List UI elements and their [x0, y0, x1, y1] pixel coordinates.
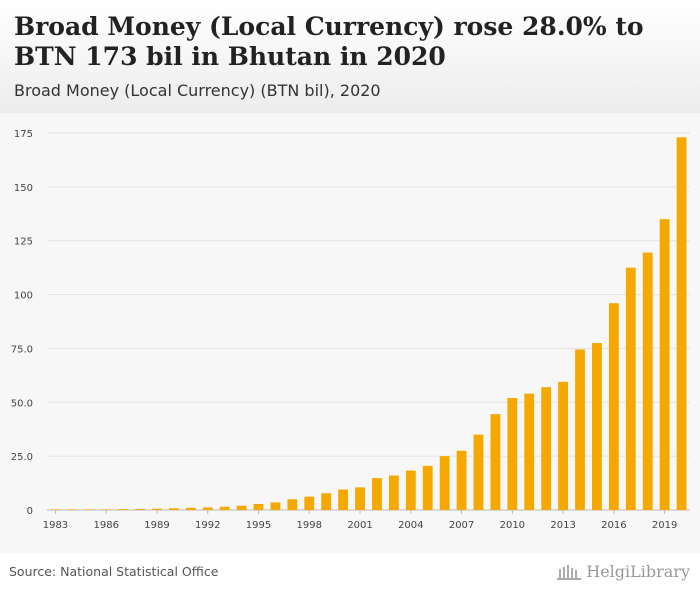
- bar: [642, 252, 653, 510]
- bar: [541, 387, 552, 510]
- bar: [608, 303, 619, 510]
- y-tick-label: 100: [14, 291, 33, 302]
- library-building-icon: [557, 564, 582, 580]
- bar: [558, 381, 568, 510]
- x-tick-label: 2007: [449, 520, 474, 531]
- bar: [321, 493, 332, 510]
- bar: [355, 487, 365, 510]
- page-title: Broad Money (Local Currency) rose 28.0% …: [14, 12, 644, 71]
- bar: [287, 499, 298, 510]
- bar: [422, 465, 433, 510]
- x-tick-label: 2010: [500, 520, 525, 531]
- x-tick-label: 2001: [347, 520, 372, 531]
- x-tick-label: 2016: [601, 520, 626, 531]
- bar: [592, 343, 602, 510]
- bar: [67, 509, 78, 510]
- y-tick-label: 25.0: [11, 452, 33, 463]
- bar: [84, 509, 95, 510]
- x-tick-label: 2004: [398, 520, 423, 531]
- bar: [152, 508, 162, 510]
- x-tick-label: 1998: [297, 520, 322, 531]
- bar: [405, 470, 416, 510]
- bar: [219, 506, 230, 510]
- bar: [169, 508, 179, 510]
- bar: [202, 507, 213, 510]
- bar: [118, 509, 129, 510]
- y-tick-label: 150: [14, 183, 33, 194]
- bar: [439, 456, 450, 510]
- logo-text: HelgiLibrary: [586, 562, 690, 581]
- bar: [473, 434, 484, 510]
- bar: [185, 507, 196, 510]
- helgilibrary-logo: HelgiLibrary: [556, 562, 690, 581]
- bar: [372, 478, 382, 510]
- bar: [625, 267, 636, 510]
- bar-chart: 0 25.0 50.0 75.0 100 125 150 175 1983 1986 1989 199…: [11, 129, 690, 531]
- x-tick-label: 1983: [43, 520, 68, 531]
- bar: [490, 414, 501, 510]
- bar: [456, 450, 467, 510]
- bar: [575, 349, 585, 510]
- bar: [253, 503, 264, 510]
- x-tick-label: 1986: [93, 520, 118, 531]
- bar: [135, 508, 145, 510]
- y-tick-label: 75.0: [11, 344, 33, 355]
- header-band: Broad Money (Local Currency) rose 28.0% …: [0, 0, 700, 113]
- y-tick-label: 50.0: [11, 398, 33, 409]
- bar: [659, 219, 670, 510]
- bar: [270, 502, 281, 510]
- bar: [50, 509, 61, 510]
- x-tick-label: 1992: [195, 520, 220, 531]
- bar: [101, 509, 112, 510]
- x-tick-label: 1989: [144, 520, 169, 531]
- source-note: Source: National Statistical Office: [9, 564, 219, 579]
- y-tick-label: 175: [14, 129, 33, 140]
- chart-subtitle: Broad Money (Local Currency) (BTN bil), …: [14, 81, 381, 100]
- x-tick-label: 2013: [550, 520, 575, 531]
- bar: [304, 496, 315, 510]
- y-tick-label: 125: [14, 237, 33, 248]
- bar: [236, 505, 247, 510]
- bar: [507, 397, 518, 510]
- x-tick-label: 1995: [246, 520, 271, 531]
- bar: [338, 489, 349, 510]
- bar: [676, 137, 687, 510]
- bar: [388, 475, 399, 510]
- bar: [524, 393, 535, 510]
- y-tick-label: 0: [27, 506, 33, 517]
- x-tick-label: 2019: [652, 520, 677, 531]
